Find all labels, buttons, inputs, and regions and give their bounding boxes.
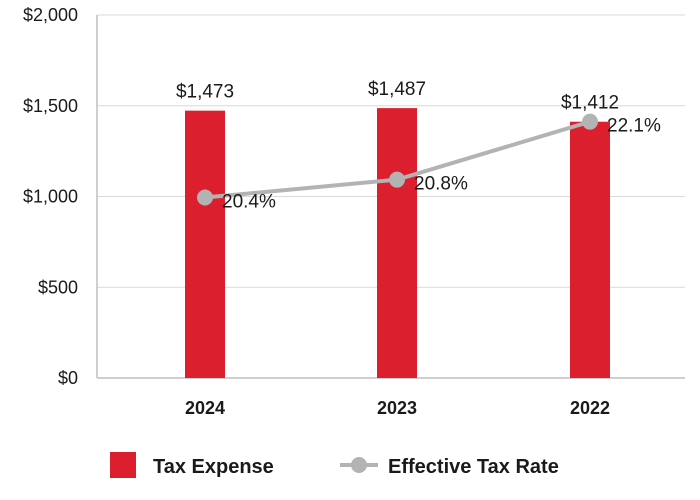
legend-swatch-marker (351, 457, 367, 473)
rate-value-label: 20.8% (414, 174, 468, 195)
bar-value-label: $1,473 (176, 82, 234, 103)
x-category-label: 2023 (377, 398, 417, 418)
rate-value-label: 20.4% (222, 192, 276, 213)
y-tick-label: $0 (58, 368, 78, 388)
y-tick-label: $1,500 (23, 96, 78, 116)
effective-tax-rate-line (197, 113, 598, 206)
bar-value-label: $1,487 (368, 79, 426, 100)
y-tick-label: $2,000 (23, 5, 78, 25)
legend-swatch-tax-expense (110, 452, 136, 478)
y-tick-label: $1,000 (23, 187, 78, 207)
bar-2023 (377, 108, 417, 378)
rate-value-label: 22.1% (607, 116, 661, 137)
bar-value-labels: $1,473 $1,487 $1,412 (176, 79, 619, 114)
rate-point-2022 (582, 113, 598, 130)
legend-label-effective-tax-rate: Effective Tax Rate (388, 456, 559, 478)
bar-value-label: $1,412 (561, 93, 619, 114)
legend-label-tax-expense: Tax Expense (153, 456, 274, 478)
legend: Tax Expense Effective Tax Rate (110, 452, 559, 478)
tax-expense-bars (185, 108, 610, 379)
rate-value-labels: 20.4% 20.8% 22.1% (222, 116, 661, 213)
bar-2024 (185, 110, 225, 378)
rate-point-2024 (197, 189, 213, 206)
y-axis-tick-labels: $0 $500 $1,000 $1,500 $2,000 (23, 5, 78, 388)
x-axis-category-labels: 2024 2023 2022 (185, 398, 610, 418)
bar-2022 (570, 121, 610, 379)
x-category-label: 2024 (185, 398, 225, 418)
x-category-label: 2022 (570, 398, 610, 418)
y-tick-label: $500 (38, 277, 78, 297)
rate-point-2023 (389, 171, 405, 188)
